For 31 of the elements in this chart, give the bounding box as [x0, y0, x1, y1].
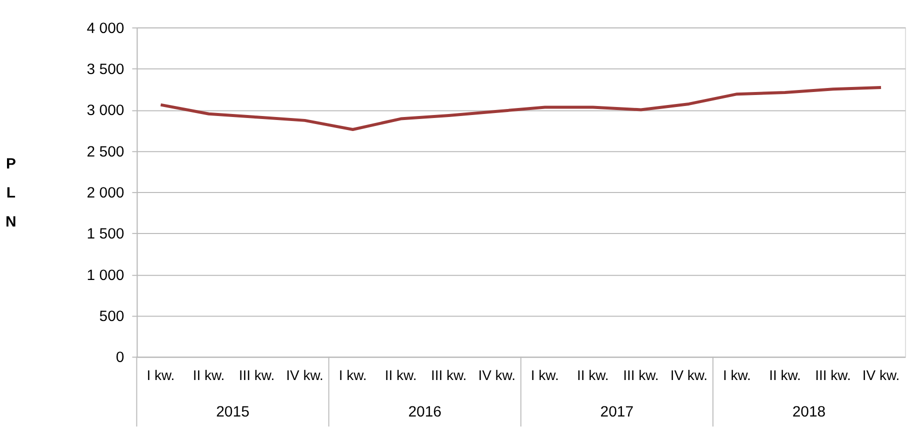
x-tick-label: IV kw. — [862, 367, 900, 384]
x-tick-label: III kw. — [815, 367, 851, 384]
x-tick-label: II kw. — [192, 367, 225, 384]
x-tick-label: IV kw. — [478, 367, 516, 384]
y-tick-label: 4 000 — [86, 20, 124, 37]
y-tick-label: 3 000 — [86, 102, 124, 120]
x-tick-label: I kw. — [530, 367, 559, 384]
y-tick-label: 500 — [99, 308, 124, 326]
y-tick-label: 3 500 — [86, 61, 124, 78]
y-axis-title: PLN — [6, 156, 16, 230]
x-tick-label: II kw. — [384, 367, 417, 384]
x-tick-label: III kw. — [623, 367, 659, 384]
text: 2015 — [216, 404, 250, 421]
x-tick-label: I kw. — [338, 367, 367, 384]
x-tick-label: IV kw. — [670, 367, 708, 384]
y-tick-label: 0 — [116, 349, 124, 366]
y-tick-label: 2 500 — [86, 143, 124, 160]
x-tick-label: III kw. — [238, 367, 275, 384]
y-tick-label: 1 500 — [86, 226, 124, 243]
x-tick-label: II kw. — [769, 367, 801, 384]
text: 2016 — [408, 404, 442, 421]
x-tick-label: II kw. — [576, 367, 609, 384]
x-tick-label: I kw. — [722, 367, 751, 384]
text: 2017 — [600, 404, 634, 421]
y-tick-label: 2 000 — [86, 184, 124, 202]
x-tick-label: IV kw. — [286, 367, 324, 384]
x-tick-label: III kw. — [430, 367, 467, 384]
line-series — [159, 86, 883, 131]
x-tick-label: I kw. — [146, 367, 175, 384]
text: 2018 — [792, 404, 826, 421]
y-tick-label: 1 000 — [86, 266, 124, 284]
